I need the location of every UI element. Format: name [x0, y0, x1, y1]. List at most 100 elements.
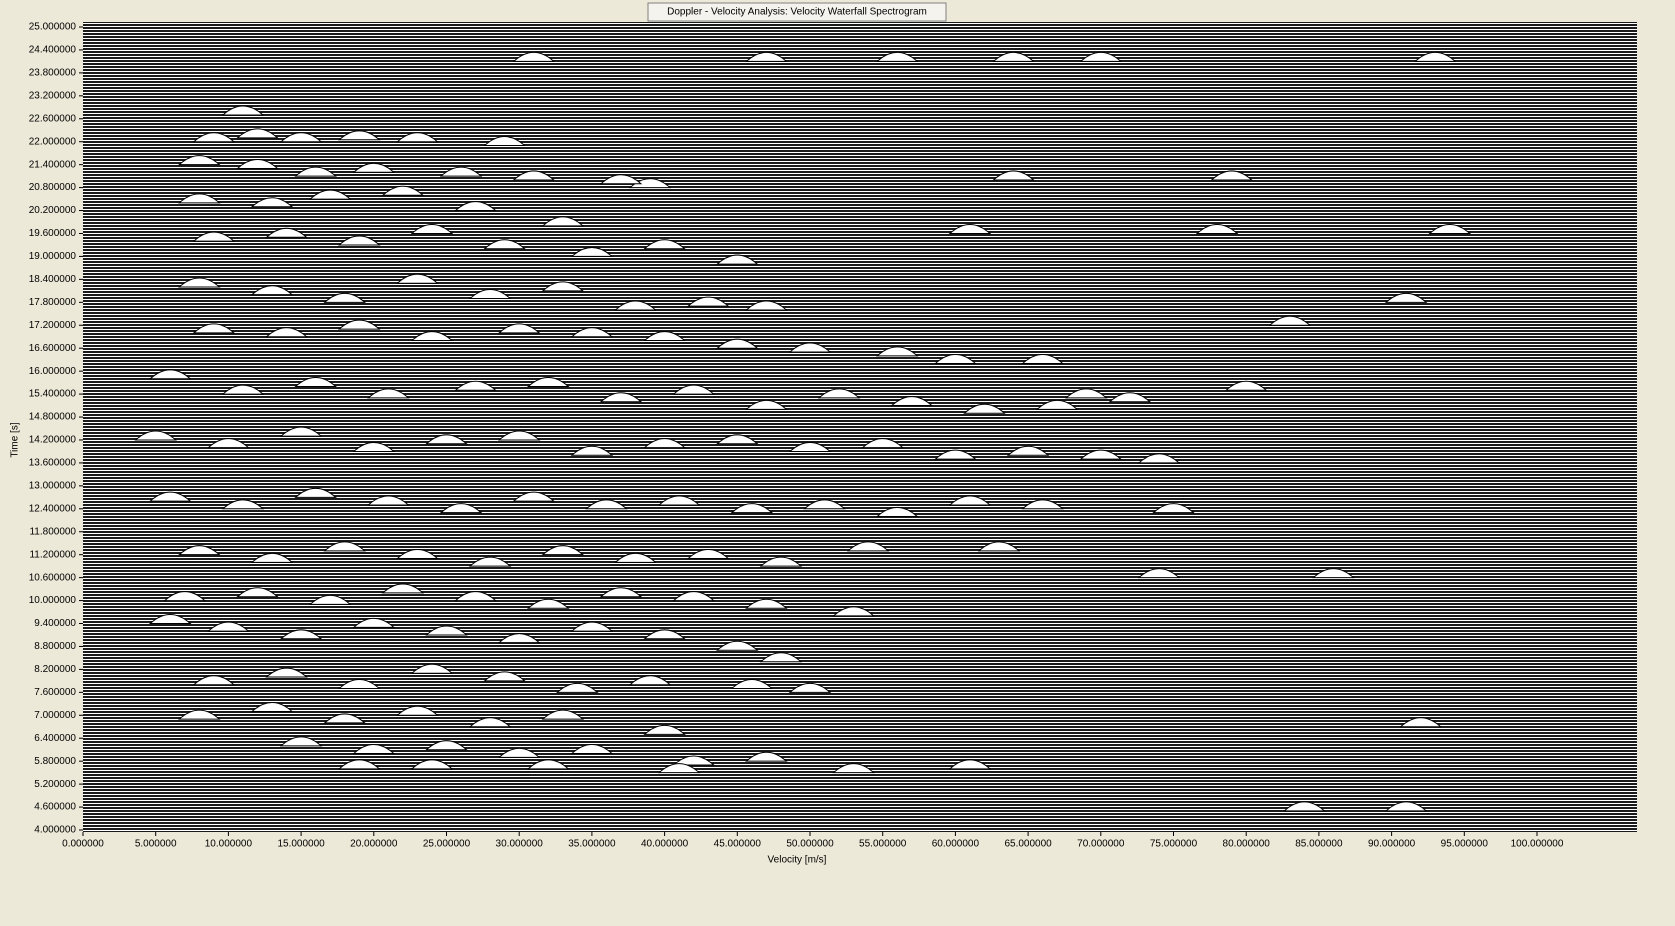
y-tick-label: 19.000000: [29, 251, 77, 262]
spectral-peak: [745, 51, 788, 62]
spectral-peak: [788, 441, 832, 452]
spectral-peak: [381, 583, 425, 594]
spectral-peak: [628, 178, 672, 189]
y-tick-label: 17.800000: [29, 297, 77, 308]
x-tick-label: 80.000000: [1223, 839, 1271, 850]
spectral-peak: [1312, 568, 1355, 579]
x-tick-label: 85.000000: [1295, 839, 1343, 850]
spectral-peak: [279, 736, 323, 747]
spectral-peak: [410, 663, 454, 674]
y-tick-label: 16.000000: [29, 366, 77, 377]
spectral-peak: [308, 594, 352, 605]
x-tick-label: 70.000000: [1077, 839, 1125, 850]
spectral-peak: [178, 709, 221, 720]
spectral-peak: [948, 223, 992, 234]
y-tick-label: 13.000000: [29, 480, 77, 491]
spectral-peak: [425, 625, 468, 636]
spectral-peak: [265, 327, 308, 338]
spectral-peak: [556, 682, 599, 693]
x-axis-label: Velocity [m/s]: [768, 855, 827, 866]
spectral-peak: [148, 614, 192, 625]
chart-title: Doppler - Velocity Analysis: Velocity Wa…: [667, 7, 927, 18]
y-tick-label: 8.200000: [34, 664, 76, 675]
spectral-peak: [570, 327, 614, 338]
spectral-peak: [1195, 223, 1239, 234]
x-tick-label: 55.000000: [859, 839, 907, 850]
spectral-peak: [890, 396, 934, 407]
spectral-peak: [614, 552, 657, 563]
x-tick-label: 65.000000: [1004, 839, 1052, 850]
y-tick-label: 22.600000: [29, 113, 77, 124]
spectral-peak: [1137, 568, 1181, 579]
spectral-peak: [992, 51, 1035, 62]
spectral-peak: [1006, 445, 1050, 456]
y-tick-label: 17.200000: [29, 320, 77, 331]
spectral-peak: [410, 331, 454, 342]
spectral-peak: [468, 717, 512, 728]
spectral-peak: [672, 755, 715, 766]
spectral-peak: [643, 629, 686, 640]
spectral-peak: [192, 132, 236, 143]
y-tick-label: 7.000000: [34, 710, 76, 721]
spectral-peak: [323, 292, 367, 303]
spectral-peak: [875, 346, 919, 357]
y-tick-label: 7.600000: [34, 687, 76, 698]
spectral-peak: [337, 679, 381, 690]
spectral-peak: [483, 239, 526, 250]
spectral-peak: [265, 227, 308, 238]
spectral-peak: [715, 434, 759, 445]
y-tick-label: 14.200000: [29, 435, 77, 446]
spectral-peak: [454, 201, 497, 212]
spectral-peak: [497, 633, 541, 644]
spectral-peak: [730, 679, 774, 690]
x-tick-label: 20.000000: [350, 839, 398, 850]
y-tick-label: 11.200000: [29, 549, 76, 560]
spectral-peak: [497, 323, 541, 334]
spectral-peak: [541, 216, 585, 227]
spectral-peak: [1064, 388, 1108, 399]
spectral-peak: [832, 763, 875, 774]
x-tick-label: 95.000000: [1441, 839, 1489, 850]
y-tick-label: 25.000000: [29, 22, 77, 33]
spectral-peak: [134, 430, 178, 441]
spectral-peak: [541, 545, 585, 556]
spectral-peak: [352, 744, 396, 755]
spectral-peak: [730, 503, 774, 514]
spectral-peak: [1210, 170, 1253, 181]
x-tick-label: 50.000000: [786, 839, 834, 850]
x-tick-label: 30.000000: [496, 839, 544, 850]
spectral-peak: [657, 495, 701, 506]
x-tick-label: 35.000000: [568, 839, 616, 850]
spectral-peak: [425, 740, 468, 751]
y-tick-label: 13.600000: [29, 458, 77, 469]
y-tick-label: 4.000000: [34, 825, 76, 836]
y-tick-label: 4.600000: [34, 802, 76, 813]
spectral-peak: [759, 556, 803, 567]
spectral-peak: [352, 617, 396, 628]
spectral-peak: [308, 189, 352, 200]
y-tick-label: 11.800000: [29, 526, 76, 537]
spectral-peak: [439, 503, 483, 514]
spectral-peak: [207, 438, 250, 449]
x-tick-label: 10.000000: [205, 839, 253, 850]
spectral-peak: [250, 552, 294, 563]
y-tick-label: 18.400000: [29, 274, 77, 285]
spectral-peak: [1137, 453, 1181, 464]
y-tick-label: 24.400000: [29, 45, 77, 56]
spectral-peak: [875, 51, 919, 62]
spectral-peak: [788, 682, 832, 693]
spectral-peak: [163, 591, 207, 602]
spectral-peak: [614, 300, 657, 311]
spectral-peak: [250, 701, 294, 712]
y-tick-label: 8.800000: [34, 641, 76, 652]
spectral-peak: [570, 621, 614, 632]
title-box: [647, 2, 947, 22]
spectral-peak: [250, 285, 294, 296]
spectral-peak: [236, 128, 279, 139]
spectral-peak: [934, 449, 977, 460]
spectral-peak: [599, 174, 643, 185]
spectral-peak: [686, 549, 730, 560]
spectral-peak: [178, 155, 221, 166]
